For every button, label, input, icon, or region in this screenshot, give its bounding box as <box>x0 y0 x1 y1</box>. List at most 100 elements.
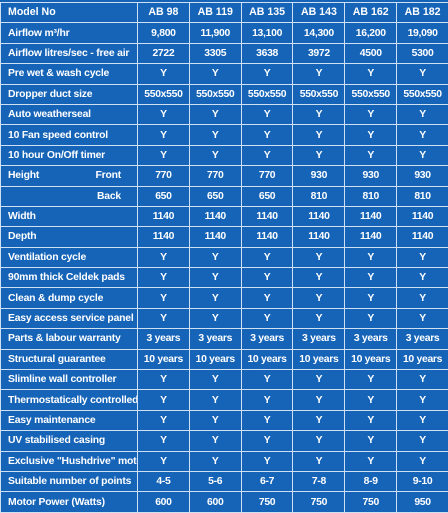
cell-value: Y <box>397 64 448 84</box>
table-row: Structural guarantee 10 years 10 years 1… <box>1 349 448 369</box>
row-label: Exclusive "Hushdrive" motor <box>1 451 138 471</box>
row-label: Easy maintenance <box>1 410 138 430</box>
cell-value: Y <box>345 288 397 308</box>
header-row: Model No AB 98 AB 119 AB 135 AB 143 AB 1… <box>1 3 448 23</box>
table-row: Slimline wall controller Y Y Y Y Y Y <box>1 370 448 390</box>
cell-value: 810 <box>397 186 448 206</box>
row-label: Thermostatically controlled <box>1 390 138 410</box>
row-label: Auto weatherseal <box>1 104 138 124</box>
cell-value: 550x550 <box>397 84 448 104</box>
row-label: UV stabilised casing <box>1 431 138 451</box>
cell-value: 1140 <box>189 227 241 247</box>
cell-value: 770 <box>138 166 190 186</box>
cell-value: Y <box>397 247 448 267</box>
cell-value: 650 <box>189 186 241 206</box>
cell-value: Y <box>138 125 190 145</box>
header-label: Model No <box>1 3 138 23</box>
cell-value: 770 <box>241 166 293 186</box>
cell-value: Y <box>293 370 345 390</box>
cell-value: Y <box>189 451 241 471</box>
cell-value: 3638 <box>241 43 293 63</box>
table-row: Auto weatherseal Y Y Y Y Y Y <box>1 104 448 124</box>
cell-value: 550x550 <box>189 84 241 104</box>
cell-value: Y <box>345 268 397 288</box>
row-label: Dropper duct size <box>1 84 138 104</box>
cell-value: 550x550 <box>345 84 397 104</box>
cell-value: Y <box>189 390 241 410</box>
cell-value: 2722 <box>138 43 190 63</box>
cell-value: 8-9 <box>345 471 397 491</box>
cell-value: Y <box>293 410 345 430</box>
cell-value: Y <box>293 431 345 451</box>
model-header-ab98: AB 98 <box>138 3 190 23</box>
cell-value: 3 years <box>293 329 345 349</box>
cell-value: Y <box>138 370 190 390</box>
row-label: Clean & dump cycle <box>1 288 138 308</box>
cell-value: 10 years <box>293 349 345 369</box>
cell-value: 750 <box>345 492 397 512</box>
cell-value: 1140 <box>293 227 345 247</box>
row-label: Airflow litres/sec - free air <box>1 43 138 63</box>
table-row: Thermostatically controlled Y Y Y Y Y Y <box>1 390 448 410</box>
row-label: Suitable number of points <box>1 471 138 491</box>
model-header-ab162: AB 162 <box>345 3 397 23</box>
cell-value: 7-8 <box>293 471 345 491</box>
cell-value: Y <box>241 268 293 288</box>
table-row: Airflow litres/sec - free air 2722 3305 … <box>1 43 448 63</box>
table-row: Suitable number of points 4-5 5-6 6-7 7-… <box>1 471 448 491</box>
row-label: 90mm thick Celdek pads <box>1 268 138 288</box>
cell-value: 14,300 <box>293 23 345 43</box>
cell-value: Y <box>189 145 241 165</box>
table-row: Easy maintenance Y Y Y Y Y Y <box>1 410 448 430</box>
cell-value: 930 <box>397 166 448 186</box>
cell-value: Y <box>345 104 397 124</box>
cell-value: Y <box>397 451 448 471</box>
cell-value: 650 <box>241 186 293 206</box>
cell-value: Y <box>189 125 241 145</box>
cell-value: Y <box>397 145 448 165</box>
table-row: UV stabilised casing Y Y Y Y Y Y <box>1 431 448 451</box>
cell-value: 16,200 <box>345 23 397 43</box>
cell-value: 5300 <box>397 43 448 63</box>
cell-value: Y <box>397 410 448 430</box>
cell-value: Y <box>345 308 397 328</box>
cell-value: Y <box>189 247 241 267</box>
cell-value: Y <box>189 431 241 451</box>
cell-value: Y <box>293 288 345 308</box>
row-label: Ventilation cycle <box>1 247 138 267</box>
cell-value: 930 <box>293 166 345 186</box>
row-label: Height Front <box>1 166 138 186</box>
cell-value: 600 <box>189 492 241 512</box>
height-front-label: Front <box>95 166 121 185</box>
cell-value: Y <box>293 145 345 165</box>
cell-value: Y <box>293 451 345 471</box>
cell-value: Y <box>345 125 397 145</box>
cell-value: 10 years <box>345 349 397 369</box>
cell-value: Y <box>345 247 397 267</box>
row-label: Width <box>1 206 138 226</box>
cell-value: Y <box>241 410 293 430</box>
cell-value: 810 <box>293 186 345 206</box>
cell-value: Y <box>397 268 448 288</box>
cell-value: 750 <box>241 492 293 512</box>
cell-value: Y <box>241 104 293 124</box>
model-header-ab143: AB 143 <box>293 3 345 23</box>
cell-value: Y <box>345 64 397 84</box>
height-label: Height <box>8 170 39 181</box>
cell-value: Y <box>138 247 190 267</box>
cell-value: Y <box>189 288 241 308</box>
cell-value: 1140 <box>241 206 293 226</box>
cell-value: Y <box>397 370 448 390</box>
cell-value: 5-6 <box>189 471 241 491</box>
cell-value: Y <box>345 145 397 165</box>
cell-value: Y <box>397 125 448 145</box>
cell-value: 1140 <box>345 227 397 247</box>
model-header-ab135: AB 135 <box>241 3 293 23</box>
table-row: 10 Fan speed control Y Y Y Y Y Y <box>1 125 448 145</box>
cell-value: 9-10 <box>397 471 448 491</box>
cell-value: 770 <box>189 166 241 186</box>
cell-value: Y <box>189 308 241 328</box>
table-row: Back 650 650 650 810 810 810 <box>1 186 448 206</box>
cell-value: Y <box>293 125 345 145</box>
